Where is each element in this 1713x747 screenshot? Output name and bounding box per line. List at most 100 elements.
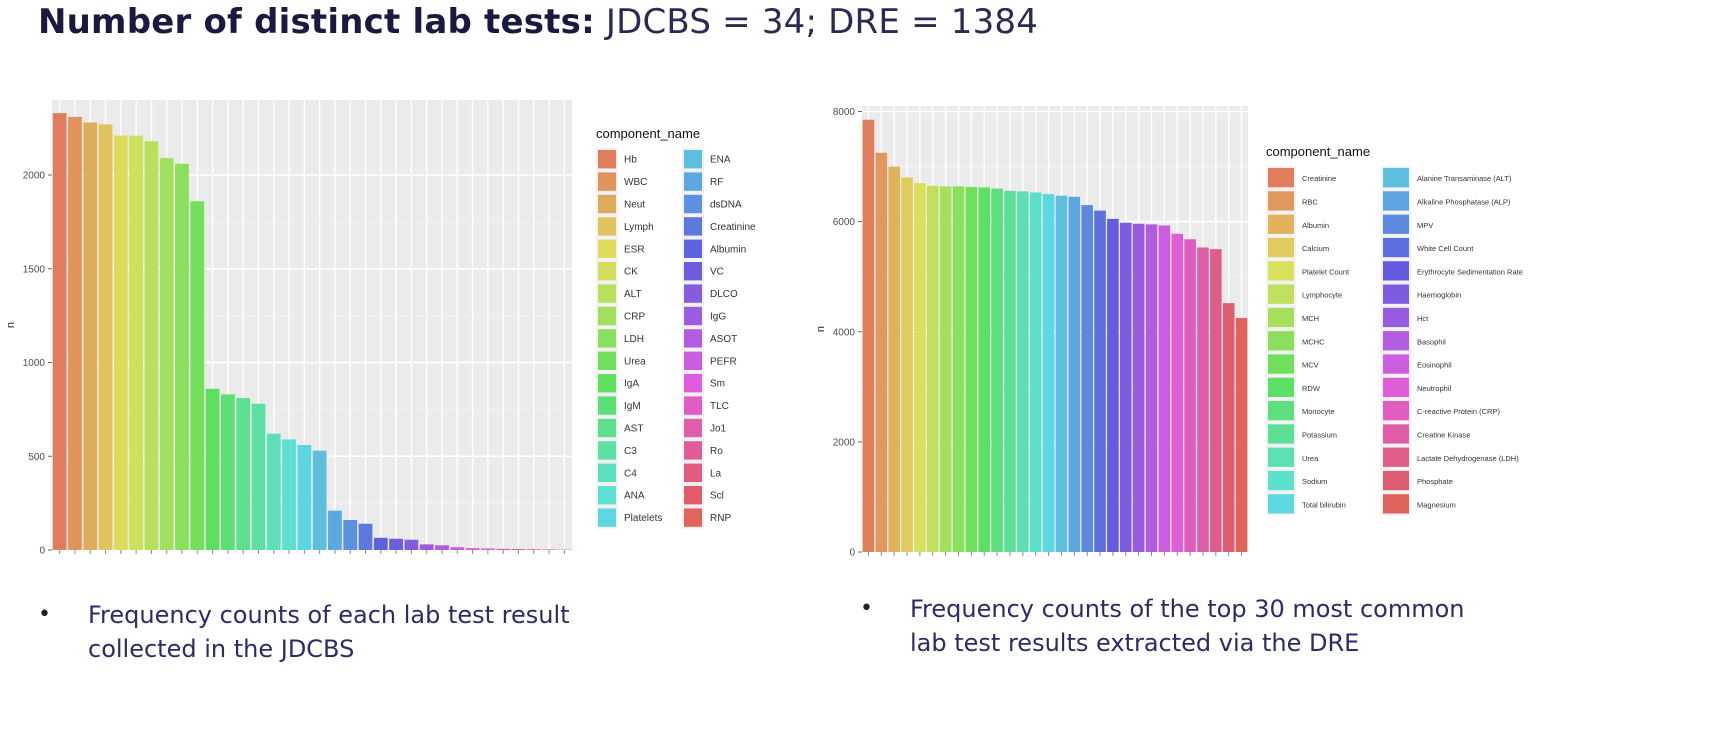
bar-1-14: [1042, 194, 1055, 552]
legend-swatch-1-18: [1383, 237, 1409, 258]
legend-swatch-0-33: [684, 508, 702, 527]
legend-swatch-1-21: [1383, 307, 1409, 328]
bar-0-12: [236, 398, 251, 550]
legend-swatch-0-11: [598, 396, 616, 415]
legend-swatch-1-1: [1268, 191, 1294, 211]
legend-swatch-0-2: [598, 194, 616, 214]
legend-label-1-4: Platelet Count: [1302, 267, 1350, 276]
legend-swatch-0-29: [684, 418, 702, 438]
bar-0-9: [190, 201, 205, 550]
legend-swatch-0-31: [684, 463, 702, 482]
legend-label-1-7: MCHC: [1302, 337, 1325, 346]
legend-label-1-12: Urea: [1302, 454, 1319, 463]
legend-label-0-33: RNP: [710, 513, 731, 524]
legend-label-0-8: LDH: [624, 334, 644, 345]
legend-label-0-0: Hb: [624, 155, 637, 166]
bar-0-24: [419, 544, 434, 550]
legend-swatch-1-8: [1268, 354, 1294, 374]
bar-1-1: [875, 152, 888, 552]
y-tick-label-1-3: 6000: [833, 217, 856, 228]
legend-swatch-0-1: [598, 172, 616, 191]
bar-1-27: [1210, 249, 1222, 552]
bar-1-24: [1171, 233, 1184, 552]
legend-swatch-1-27: [1383, 447, 1409, 467]
legend-label-1-6: MCH: [1302, 314, 1319, 323]
bar-1-17: [1081, 205, 1093, 552]
legend-label-1-10: Monocyte: [1302, 407, 1335, 416]
bullet-dre: • Frequency counts of the top 30 most co…: [860, 592, 1480, 702]
legend-label-0-21: Albumin: [710, 244, 746, 255]
legend-label-0-9: Urea: [624, 356, 646, 367]
bar-1-23: [1158, 225, 1171, 552]
legend-label-0-7: CRP: [624, 312, 645, 323]
bullet-dre-text: Frequency counts of the top 30 most comm…: [910, 595, 1465, 657]
legend-label-0-16: Platelets: [624, 513, 662, 524]
bar-0-19: [343, 520, 358, 550]
legend-swatch-1-16: [1383, 191, 1409, 211]
jdcbs-chart-svg: 0 500 1000 1500 2000 n component_name Hb WBC Neut…: [5, 100, 756, 557]
legend-swatch-0-20: [684, 217, 702, 236]
bar-1-15: [1055, 195, 1068, 552]
bar-1-4: [914, 183, 926, 552]
y-tick-label-1-4: 8000: [833, 107, 856, 118]
legend-swatch-0-4: [598, 239, 616, 258]
bullet-dot-icon: •: [860, 596, 873, 621]
legend-swatch-1-4: [1268, 261, 1294, 281]
legend-label-0-19: dsDNA: [710, 200, 742, 211]
bar-0-17: [312, 450, 327, 550]
y-axis-label-0: n: [5, 322, 17, 328]
legend-label-0-20: Creatinine: [710, 222, 756, 233]
legend-swatch-1-26: [1383, 424, 1409, 444]
slide-title-bold: Number of distinct lab tests:: [38, 2, 595, 42]
legend-label-0-15: ANA: [624, 491, 645, 502]
legend-swatch-1-23: [1383, 354, 1409, 374]
legend-label-1-28: Phosphate: [1417, 477, 1453, 486]
legend-label-0-10: IgA: [624, 379, 639, 390]
bar-0-3: [98, 124, 113, 550]
legend-label-1-24: Neutrophil: [1417, 384, 1452, 393]
legend-swatch-0-19: [684, 194, 702, 214]
bar-0-7: [159, 158, 174, 550]
legend-swatch-1-10: [1268, 401, 1294, 421]
bar-0-32: [542, 549, 556, 550]
legend-label-0-30: Ro: [710, 446, 723, 457]
legend-swatch-0-10: [598, 374, 616, 393]
legend-swatch-1-2: [1268, 214, 1294, 234]
bar-1-13: [1029, 192, 1042, 553]
legend-swatch-0-23: [684, 284, 702, 303]
legend-swatch-0-7: [598, 306, 616, 326]
legend-swatch-1-15: [1383, 168, 1409, 188]
legend-label-1-25: C-reactive Protein (CRP): [1417, 407, 1500, 416]
legend-label-1-1: RBC: [1302, 197, 1318, 206]
legend-swatch-0-28: [684, 396, 702, 415]
legend-label-0-26: PEFR: [710, 356, 737, 367]
bar-1-5: [926, 185, 939, 552]
bar-0-10: [205, 388, 220, 550]
jdcbs-bar-chart: 0 500 1000 1500 2000 n component_name Hb WBC Neut…: [0, 96, 760, 586]
legend-swatch-1-22: [1383, 331, 1409, 351]
bar-0-30: [511, 549, 526, 550]
y-tick-label-1-1: 2000: [833, 437, 856, 448]
legend-label-1-19: Erythrocyte Sedimentation Rate: [1417, 267, 1523, 276]
y-tick-label-0-2: 1000: [23, 358, 46, 369]
legend-swatch-1-7: [1268, 331, 1294, 351]
legend-swatch-0-30: [684, 441, 702, 460]
bullet-dot-icon: •: [38, 602, 51, 627]
legend-label-0-17: ENA: [710, 155, 731, 166]
legend-label-1-17: MPV: [1417, 221, 1433, 230]
legend-swatch-0-24: [684, 306, 702, 326]
legend-swatch-1-0: [1268, 168, 1294, 188]
legend-label-0-22: VC: [710, 267, 724, 278]
legend-label-0-31: La: [710, 468, 722, 479]
bullet-jdcbs-text: Frequency counts of each lab test result…: [88, 601, 570, 663]
legend-swatch-1-9: [1268, 377, 1294, 397]
legend-swatch-0-6: [598, 284, 616, 303]
legend-label-1-26: Creatine Kinase: [1417, 430, 1470, 439]
legend-label-1-20: Haemoglobin: [1417, 291, 1461, 300]
legend-swatch-0-26: [684, 351, 702, 370]
bar-1-8: [965, 186, 978, 552]
legend-swatch-1-6: [1268, 307, 1294, 328]
legend-label-0-14: C4: [624, 468, 637, 479]
bar-0-22: [389, 538, 403, 550]
legend-label-1-3: Calcium: [1302, 244, 1329, 253]
